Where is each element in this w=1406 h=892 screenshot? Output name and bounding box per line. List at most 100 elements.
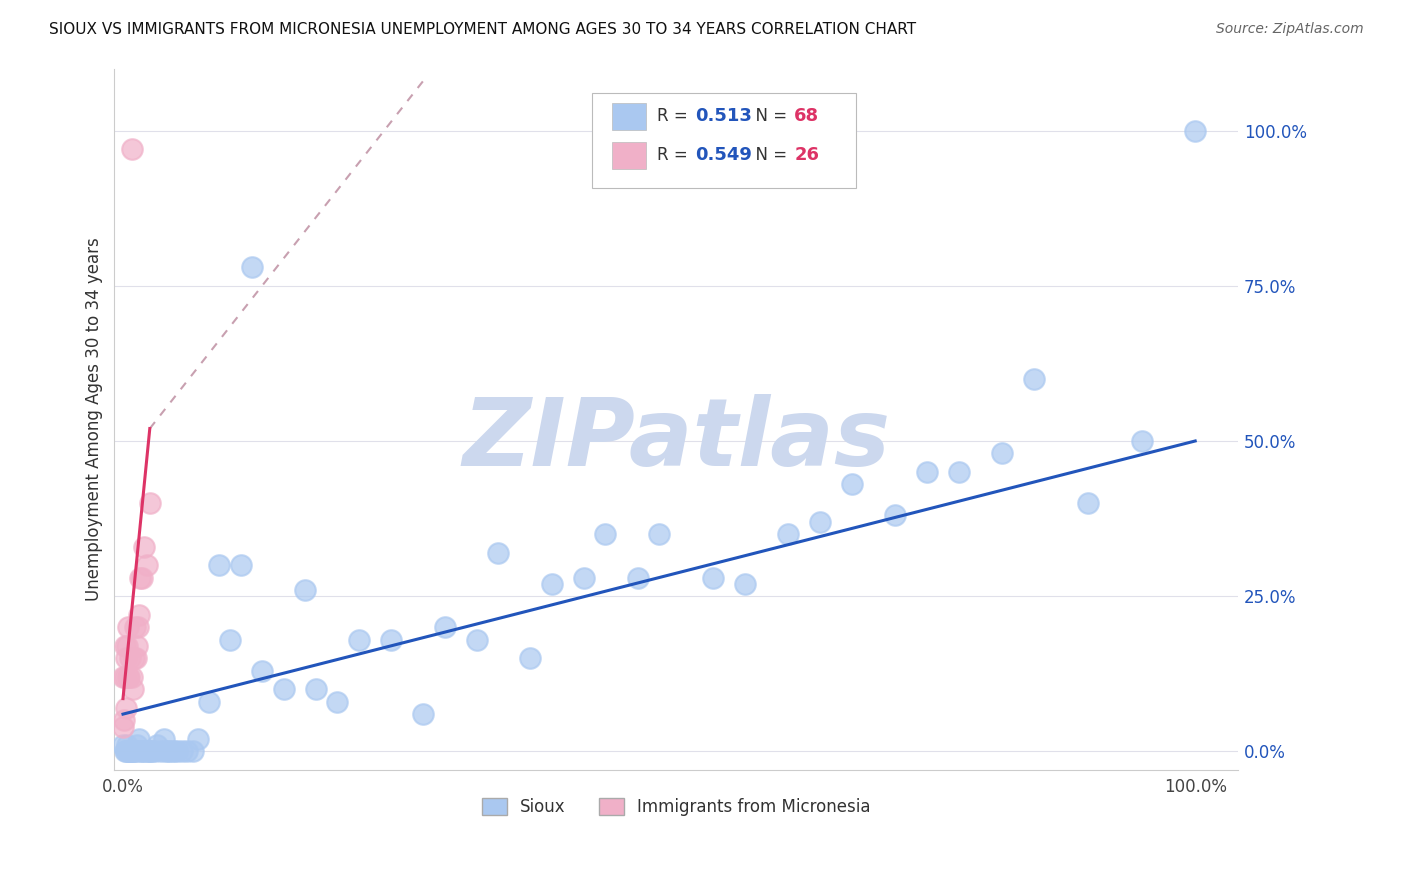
- Point: [115, 651, 138, 665]
- Point: [114, 639, 136, 653]
- Point: [122, 744, 145, 758]
- Text: R =: R =: [657, 145, 693, 164]
- Point: [120, 744, 142, 758]
- Point: [117, 744, 139, 758]
- Point: [229, 558, 252, 573]
- Point: [252, 664, 274, 678]
- Point: [125, 639, 148, 653]
- Point: [519, 651, 541, 665]
- Text: N =: N =: [745, 107, 792, 125]
- Point: [702, 570, 724, 584]
- Point: [117, 670, 139, 684]
- Point: [125, 744, 148, 758]
- Point: [734, 576, 756, 591]
- Point: [305, 682, 328, 697]
- FancyBboxPatch shape: [612, 142, 645, 169]
- Point: [776, 527, 799, 541]
- Point: [648, 527, 671, 541]
- Point: [131, 744, 153, 758]
- Point: [112, 714, 135, 728]
- Point: [541, 576, 564, 591]
- Point: [117, 639, 139, 653]
- Text: 0.513: 0.513: [696, 107, 752, 125]
- Point: [129, 744, 152, 758]
- Point: [125, 651, 148, 665]
- Point: [240, 260, 263, 275]
- Point: [219, 632, 242, 647]
- Point: [841, 477, 863, 491]
- Point: [143, 744, 166, 758]
- Text: R =: R =: [657, 107, 693, 125]
- Point: [572, 570, 595, 584]
- Point: [595, 527, 617, 541]
- Text: ZIPatlas: ZIPatlas: [463, 394, 890, 486]
- Point: [627, 570, 650, 584]
- Point: [114, 670, 136, 684]
- Legend: Sioux, Immigrants from Micronesia: Sioux, Immigrants from Micronesia: [474, 790, 879, 825]
- Point: [433, 620, 456, 634]
- Point: [273, 682, 295, 697]
- Point: [128, 731, 150, 746]
- Point: [915, 465, 938, 479]
- Point: [157, 744, 180, 758]
- Text: Source: ZipAtlas.com: Source: ZipAtlas.com: [1216, 22, 1364, 37]
- Point: [412, 707, 434, 722]
- Point: [155, 744, 177, 758]
- FancyBboxPatch shape: [592, 93, 856, 188]
- Point: [166, 744, 188, 758]
- Point: [884, 508, 907, 523]
- Text: 68: 68: [794, 107, 820, 125]
- Point: [176, 744, 198, 758]
- Point: [118, 670, 141, 684]
- Point: [128, 607, 150, 622]
- Point: [326, 695, 349, 709]
- Point: [129, 570, 152, 584]
- Point: [134, 744, 156, 758]
- Point: [1024, 372, 1046, 386]
- Point: [121, 142, 143, 156]
- Point: [135, 558, 157, 573]
- Point: [131, 570, 153, 584]
- Point: [138, 744, 160, 758]
- Point: [121, 670, 143, 684]
- Point: [115, 744, 138, 758]
- Point: [118, 744, 141, 758]
- Point: [808, 515, 831, 529]
- Point: [122, 651, 145, 665]
- Point: [117, 738, 139, 752]
- Point: [208, 558, 231, 573]
- FancyBboxPatch shape: [612, 103, 645, 129]
- Point: [134, 540, 156, 554]
- Point: [141, 744, 163, 758]
- Point: [1130, 434, 1153, 448]
- Point: [163, 744, 186, 758]
- Point: [115, 701, 138, 715]
- Point: [139, 496, 162, 510]
- Point: [347, 632, 370, 647]
- Point: [121, 744, 143, 758]
- Point: [139, 744, 162, 758]
- Point: [111, 720, 134, 734]
- Point: [187, 731, 209, 746]
- Point: [152, 731, 174, 746]
- Point: [380, 632, 402, 647]
- Y-axis label: Unemployment Among Ages 30 to 34 years: Unemployment Among Ages 30 to 34 years: [86, 237, 103, 601]
- Point: [948, 465, 970, 479]
- Point: [465, 632, 488, 647]
- Point: [135, 744, 157, 758]
- Point: [181, 744, 204, 758]
- Point: [124, 620, 146, 634]
- Text: 0.549: 0.549: [696, 145, 752, 164]
- Point: [486, 546, 509, 560]
- Point: [127, 620, 149, 634]
- Point: [121, 744, 143, 758]
- Point: [1077, 496, 1099, 510]
- Point: [121, 682, 143, 697]
- Point: [170, 744, 193, 758]
- Point: [197, 695, 219, 709]
- Point: [991, 446, 1014, 460]
- Point: [117, 620, 139, 634]
- Text: N =: N =: [745, 145, 792, 164]
- Point: [294, 582, 316, 597]
- Point: [149, 744, 172, 758]
